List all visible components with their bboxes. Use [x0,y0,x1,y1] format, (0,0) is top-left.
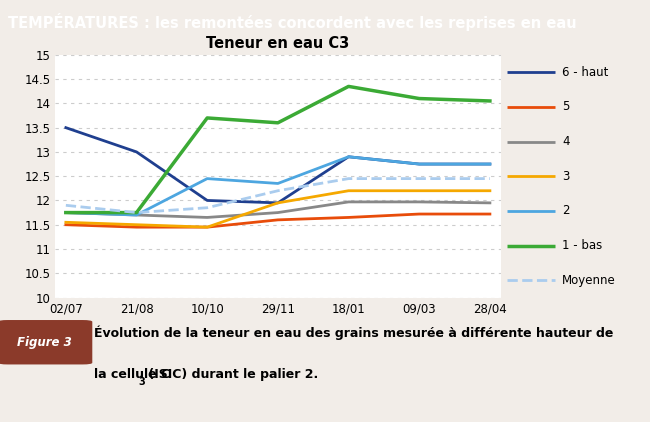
Text: 4: 4 [562,135,570,148]
Text: 5: 5 [562,100,569,114]
FancyBboxPatch shape [0,320,92,365]
Text: 3: 3 [562,170,569,183]
Text: TEMPÉRATURES : les remontées concordent avec les reprises en eau: TEMPÉRATURES : les remontées concordent … [8,13,577,31]
Text: Évolution de la teneur en eau des grains mesurée à différente hauteur de: Évolution de la teneur en eau des grains… [94,326,614,341]
Text: Figure 3: Figure 3 [18,336,72,349]
Text: la cellule C: la cellule C [94,368,170,381]
Text: Moyenne: Moyenne [562,274,616,287]
Text: 1 - bas: 1 - bas [562,239,603,252]
Text: 3: 3 [138,377,145,387]
Text: 6 - haut: 6 - haut [562,66,608,78]
Title: Teneur en eau C3: Teneur en eau C3 [206,36,350,51]
Text: 2: 2 [562,204,570,217]
Text: (ISIC) durant le palier 2.: (ISIC) durant le palier 2. [144,368,318,381]
